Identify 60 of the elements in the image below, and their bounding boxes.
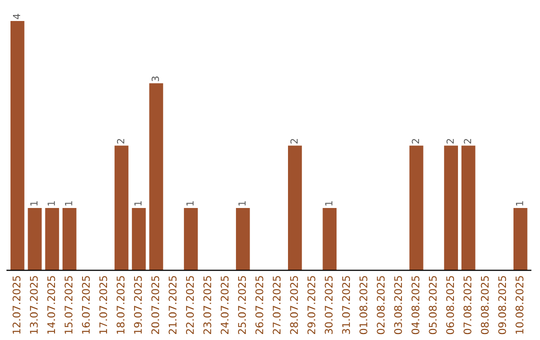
bar [114,146,128,270]
x-tick-label: 23.07.2025 [203,276,212,334]
x-tick-label: 25.07.2025 [238,276,246,334]
x-tick-label: 04.08.2025 [411,276,420,334]
data-label: 4 [13,14,20,20]
bar [288,146,302,270]
data-label: 1 [134,201,142,206]
x-tick-label: 29.07.2025 [307,276,316,334]
bar [322,208,337,270]
x-tick-label: 16.07.2025 [82,276,90,334]
data-label: 2 [412,139,420,144]
x-tick-label: 10.08.2025 [516,276,524,334]
bar [444,146,458,270]
data-label: 2 [446,139,454,144]
data-label: 1 [238,201,246,206]
x-tick-label: 02.08.2025 [376,276,385,334]
data-label: 1 [186,201,194,206]
x-tick-label: 05.08.2025 [428,276,437,334]
data-label: 3 [152,76,160,82]
x-tick-label: 24.07.2025 [220,276,229,334]
x-tick-label: 06.08.2025 [446,276,454,334]
x-tick-label: 20.07.2025 [151,276,160,334]
x-tick-label: 01.08.2025 [359,276,368,334]
x-tick-label: 13.07.2025 [30,276,38,334]
data-label: 2 [464,139,472,144]
bar [132,208,146,270]
x-tick-label: 31.07.2025 [342,276,350,334]
bar [184,208,198,270]
x-tick-label: 22.07.2025 [186,276,194,334]
bar [236,208,250,270]
x-tick-label: 14.07.2025 [47,276,56,334]
bar [62,208,76,270]
x-tick-label: 30.07.2025 [324,276,333,334]
x-tick-label: 17.07.2025 [99,276,108,334]
x-tick-label: 26.07.2025 [255,276,264,334]
data-label: 2 [116,139,124,144]
x-tick-label: 18.07.2025 [116,276,125,334]
x-tick-label: 19.07.2025 [134,276,142,334]
x-tick-label: 27.07.2025 [272,276,281,334]
data-label: 1 [516,201,524,206]
x-tick-label: 28.07.2025 [290,276,298,334]
data-label: 2 [290,139,298,144]
data-label: 1 [48,201,55,206]
bar [10,20,24,270]
bar [409,146,424,270]
bar [28,208,42,270]
x-tick-label: 03.08.2025 [394,276,402,334]
x-tick-label: 09.08.2025 [498,276,506,334]
bar [45,208,60,270]
data-label: 1 [65,201,72,206]
x-tick-label: 15.07.2025 [64,276,72,334]
data-label: 1 [30,201,38,206]
bar [513,208,528,270]
x-tick-label: 07.08.2025 [464,276,472,334]
x-tick-label: 12.07.2025 [12,276,20,334]
bar [461,146,476,270]
x-tick-label: 08.08.2025 [480,276,489,334]
x-tick-label: 21.07.2025 [168,276,177,334]
bar [149,83,164,270]
data-label: 1 [325,201,332,206]
